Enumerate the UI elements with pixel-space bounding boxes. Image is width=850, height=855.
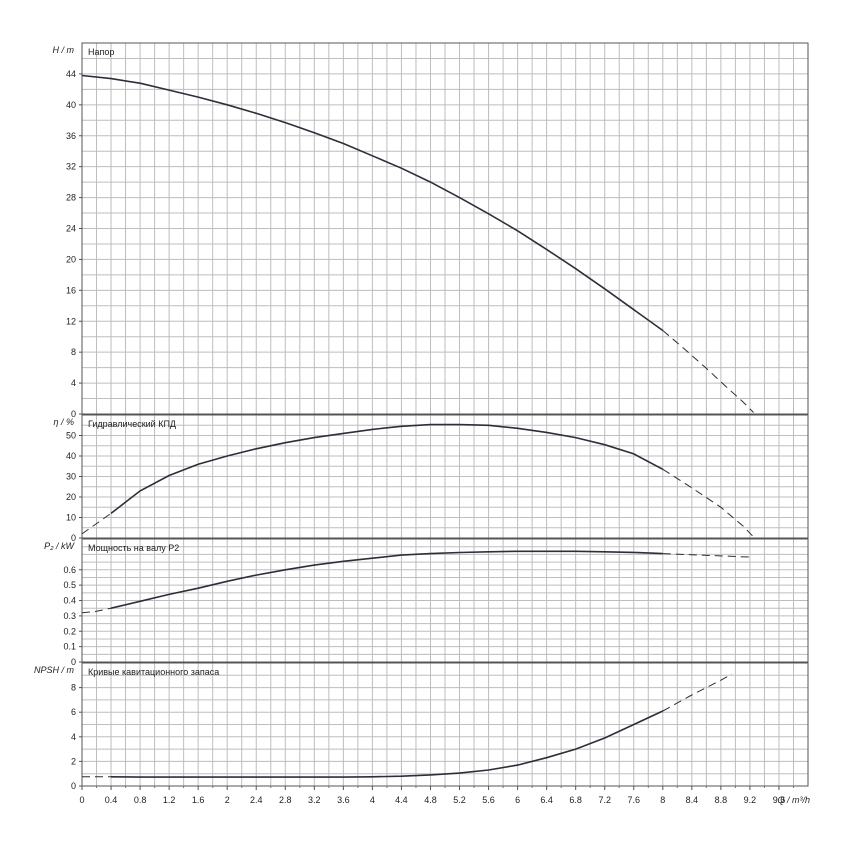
y-tick-label: 10 (66, 513, 76, 523)
y-axis-label: η / % (53, 417, 74, 427)
x-tick-label: 8.8 (715, 795, 728, 805)
x-tick-label: 6.4 (540, 795, 553, 805)
x-tick-label: 0.4 (105, 795, 118, 805)
panel-title: Кривые кавитационного запаса (88, 667, 219, 677)
y-tick-label: 30 (66, 472, 76, 482)
curve-power-dashed-2 (662, 553, 754, 558)
y-tick-label: 8 (71, 683, 76, 693)
curve-npsh-dashed-2 (662, 673, 733, 712)
x-tick-label: 8.4 (686, 795, 699, 805)
x-axis-label: Q / m³/h (777, 795, 810, 805)
curve-efficiency-dashed-2 (662, 468, 754, 538)
y-tick-label: 8 (71, 347, 76, 357)
y-tick-label: 0.4 (63, 596, 76, 606)
y-tick-label: 24 (66, 224, 76, 234)
y-tick-label: 0 (71, 409, 76, 419)
y-tick-label: 4 (71, 732, 76, 742)
x-tick-label: 5.6 (482, 795, 495, 805)
curve-power-solid-1 (110, 550, 663, 609)
x-tick-label: 3.2 (308, 795, 321, 805)
x-tick-label: 2.8 (279, 795, 292, 805)
panel-title: Напор (88, 47, 114, 57)
curve-efficiency-dashed-0 (81, 512, 112, 535)
curve-power-dashed-0 (81, 607, 112, 614)
x-tick-label: 4.8 (424, 795, 437, 805)
curve-efficiency-solid-1 (110, 423, 664, 515)
x-tick-label: 6 (515, 795, 520, 805)
y-tick-label: 36 (66, 131, 76, 141)
y-tick-label: 50 (66, 431, 76, 441)
y-tick-label: 0.3 (63, 611, 76, 621)
y-tick-label: 20 (66, 254, 76, 264)
y-tick-label: 12 (66, 316, 76, 326)
y-tick-label: 16 (66, 285, 76, 295)
x-tick-label: 9.6 (773, 795, 786, 805)
y-tick-label: 0.1 (63, 642, 76, 652)
x-tick-label: 2.4 (250, 795, 263, 805)
x-tick-label: 5.2 (453, 795, 466, 805)
curve-npsh-solid-1 (110, 710, 664, 778)
x-tick-label: 0.8 (134, 795, 147, 805)
x-tick-label: 4.4 (395, 795, 408, 805)
x-tick-label: 3.6 (337, 795, 350, 805)
curve-head-dashed-1 (662, 330, 754, 413)
y-tick-label: 44 (66, 69, 76, 79)
y-tick-label: 0 (71, 781, 76, 791)
y-tick-label: 4 (71, 378, 76, 388)
y-axis-label: NPSH / m (34, 665, 75, 675)
y-tick-label: 6 (71, 707, 76, 717)
curve-head-solid-0 (81, 74, 664, 332)
x-tick-label: 7.6 (628, 795, 641, 805)
y-tick-label: 0.2 (63, 626, 76, 636)
y-tick-label: 2 (71, 756, 76, 766)
y-tick-label: 20 (66, 492, 76, 502)
x-tick-label: 9.2 (744, 795, 757, 805)
x-tick-label: 1.6 (192, 795, 205, 805)
y-axis-label: H / m (53, 45, 75, 55)
y-tick-label: 32 (66, 162, 76, 172)
y-tick-label: 0.6 (63, 565, 76, 575)
x-tick-label: 7.2 (598, 795, 611, 805)
x-tick-label: 1.2 (163, 795, 176, 805)
x-tick-label: 4 (370, 795, 375, 805)
panel-title: Гидравлический КПД (88, 419, 176, 429)
y-axis-label: P₂ / kW (44, 541, 75, 551)
y-tick-label: 40 (66, 100, 76, 110)
y-tick-label: 40 (66, 451, 76, 461)
y-tick-label: 0 (71, 657, 76, 667)
y-tick-label: 28 (66, 193, 76, 203)
panel-title: Мощность на валу P2 (88, 543, 179, 553)
y-tick-label: 0.5 (63, 580, 76, 590)
x-tick-label: 8 (660, 795, 665, 805)
x-tick-label: 0 (79, 795, 84, 805)
y-tick-label: 0 (71, 533, 76, 543)
x-tick-label: 2 (225, 795, 230, 805)
x-tick-label: 6.8 (569, 795, 582, 805)
